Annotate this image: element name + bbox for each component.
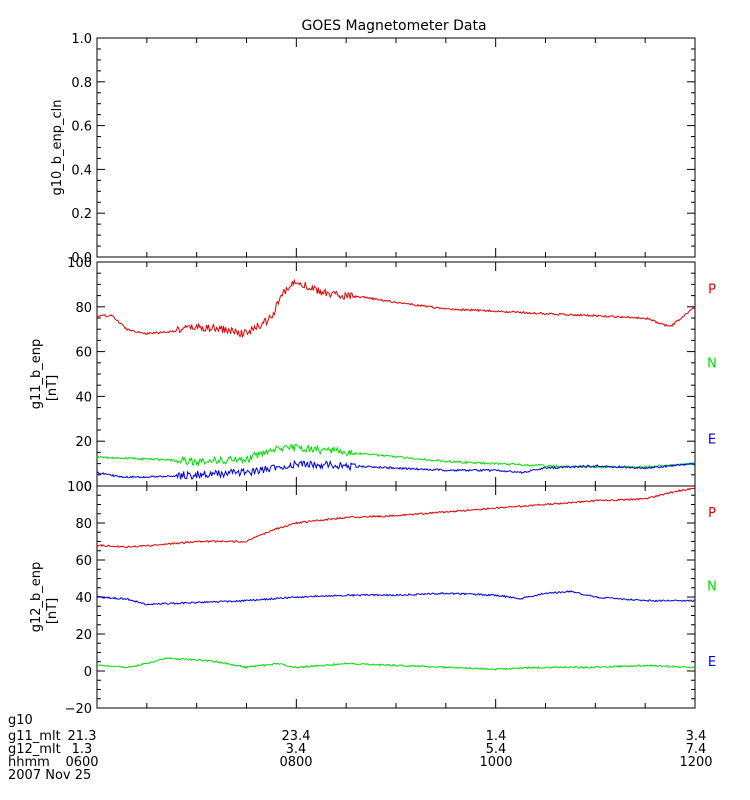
footer-row-label: g12_mlt [8, 742, 61, 757]
footer-value-hhmm: 1000 [479, 755, 512, 770]
y-tick-label: 100 [67, 256, 92, 271]
legend-label-p: P [708, 282, 716, 297]
series-line-g11-p [96, 278, 696, 339]
y-axis-label: g10_b_enp_cln [50, 99, 65, 195]
y-axis-label: g12_b_enp [29, 562, 44, 633]
legend-label-e: E [708, 432, 716, 447]
footer-value-hhmm: 1200 [679, 755, 712, 770]
footer-value-g11_mlt: 23.4 [282, 729, 311, 744]
panel-frame [96, 485, 696, 709]
y-tick-label: 60 [75, 554, 92, 569]
y-axis-unit: [nT] [45, 375, 60, 401]
footer-value-g11_mlt: 1.4 [486, 729, 507, 744]
footer-value-hhmm: 0600 [65, 755, 98, 770]
footer-value-hhmm: 0800 [279, 755, 312, 770]
panel-g12: −20 0 20 40 60 80 100 g12_b_enp [nT] P N E [29, 480, 717, 717]
footer-value-g12_mlt: 3.4 [286, 742, 307, 757]
series-line-g12-p [96, 486, 696, 549]
footer-row-label: g10 [8, 713, 33, 728]
y-tick-label: 0.2 [71, 207, 92, 222]
y-tick-label: 60 [75, 346, 92, 361]
footer-value-g11_mlt: 3.4 [686, 729, 707, 744]
footer-row-label: 2007 Nov 25 [8, 768, 91, 783]
y-tick-label: 0.4 [71, 163, 92, 178]
series-line-g11-n [96, 443, 696, 469]
footer-row-label: hhmm [8, 755, 50, 770]
y-tick-label: 0 [84, 665, 92, 680]
panel-g10: 0.0 0.2 0.4 0.6 0.8 1.0 g10_b_enp_cln [50, 32, 696, 266]
y-tick-label: 100 [67, 480, 92, 495]
legend-label-p: P [708, 506, 716, 521]
y-axis-unit: [nT] [45, 598, 60, 624]
legend-label-n: N [707, 356, 717, 371]
y-tick-label: 20 [75, 435, 92, 450]
series-line-g12-e [96, 590, 696, 606]
y-tick-label: 1.0 [71, 32, 92, 47]
y-tick-label: 80 [75, 517, 92, 532]
footer-value-g12_mlt: 5.4 [486, 742, 507, 757]
panel-frame [96, 261, 696, 487]
legend-label-e: E [708, 655, 716, 670]
chart-panels: 0.0 0.2 0.4 0.6 0.8 1.0 g10_b_enp_cln 0 20 40 60 80… [29, 32, 717, 717]
footer-value-g12_mlt: 1.3 [72, 742, 93, 757]
y-tick-label: −20 [65, 702, 92, 717]
footer-row-label: g11_mlt [8, 729, 61, 744]
y-tick-label: 40 [75, 390, 92, 405]
panel-g11: 0 20 40 60 80 100 g11_b_enp [nT] P N E [29, 256, 717, 495]
y-tick-label: 20 [75, 628, 92, 643]
y-tick-label: 0.8 [71, 76, 92, 91]
y-tick-label: 0.0 [71, 251, 92, 266]
footer-value-g11_mlt: 21.3 [68, 729, 97, 744]
y-tick-label: 0 [84, 480, 92, 495]
chart-title: GOES Magnetometer Data [301, 18, 486, 34]
panel-frame [96, 37, 696, 258]
legend-label-n: N [707, 579, 717, 594]
footer-value-g12_mlt: 7.4 [686, 742, 707, 757]
series-line-g11-e [96, 459, 696, 480]
y-axis-label: g11_b_enp [29, 339, 44, 410]
series-line-g12-n [96, 656, 696, 671]
y-tick-label: 80 [75, 301, 92, 316]
y-tick-label: 0.6 [71, 120, 92, 135]
y-tick-label: 40 [75, 591, 92, 606]
